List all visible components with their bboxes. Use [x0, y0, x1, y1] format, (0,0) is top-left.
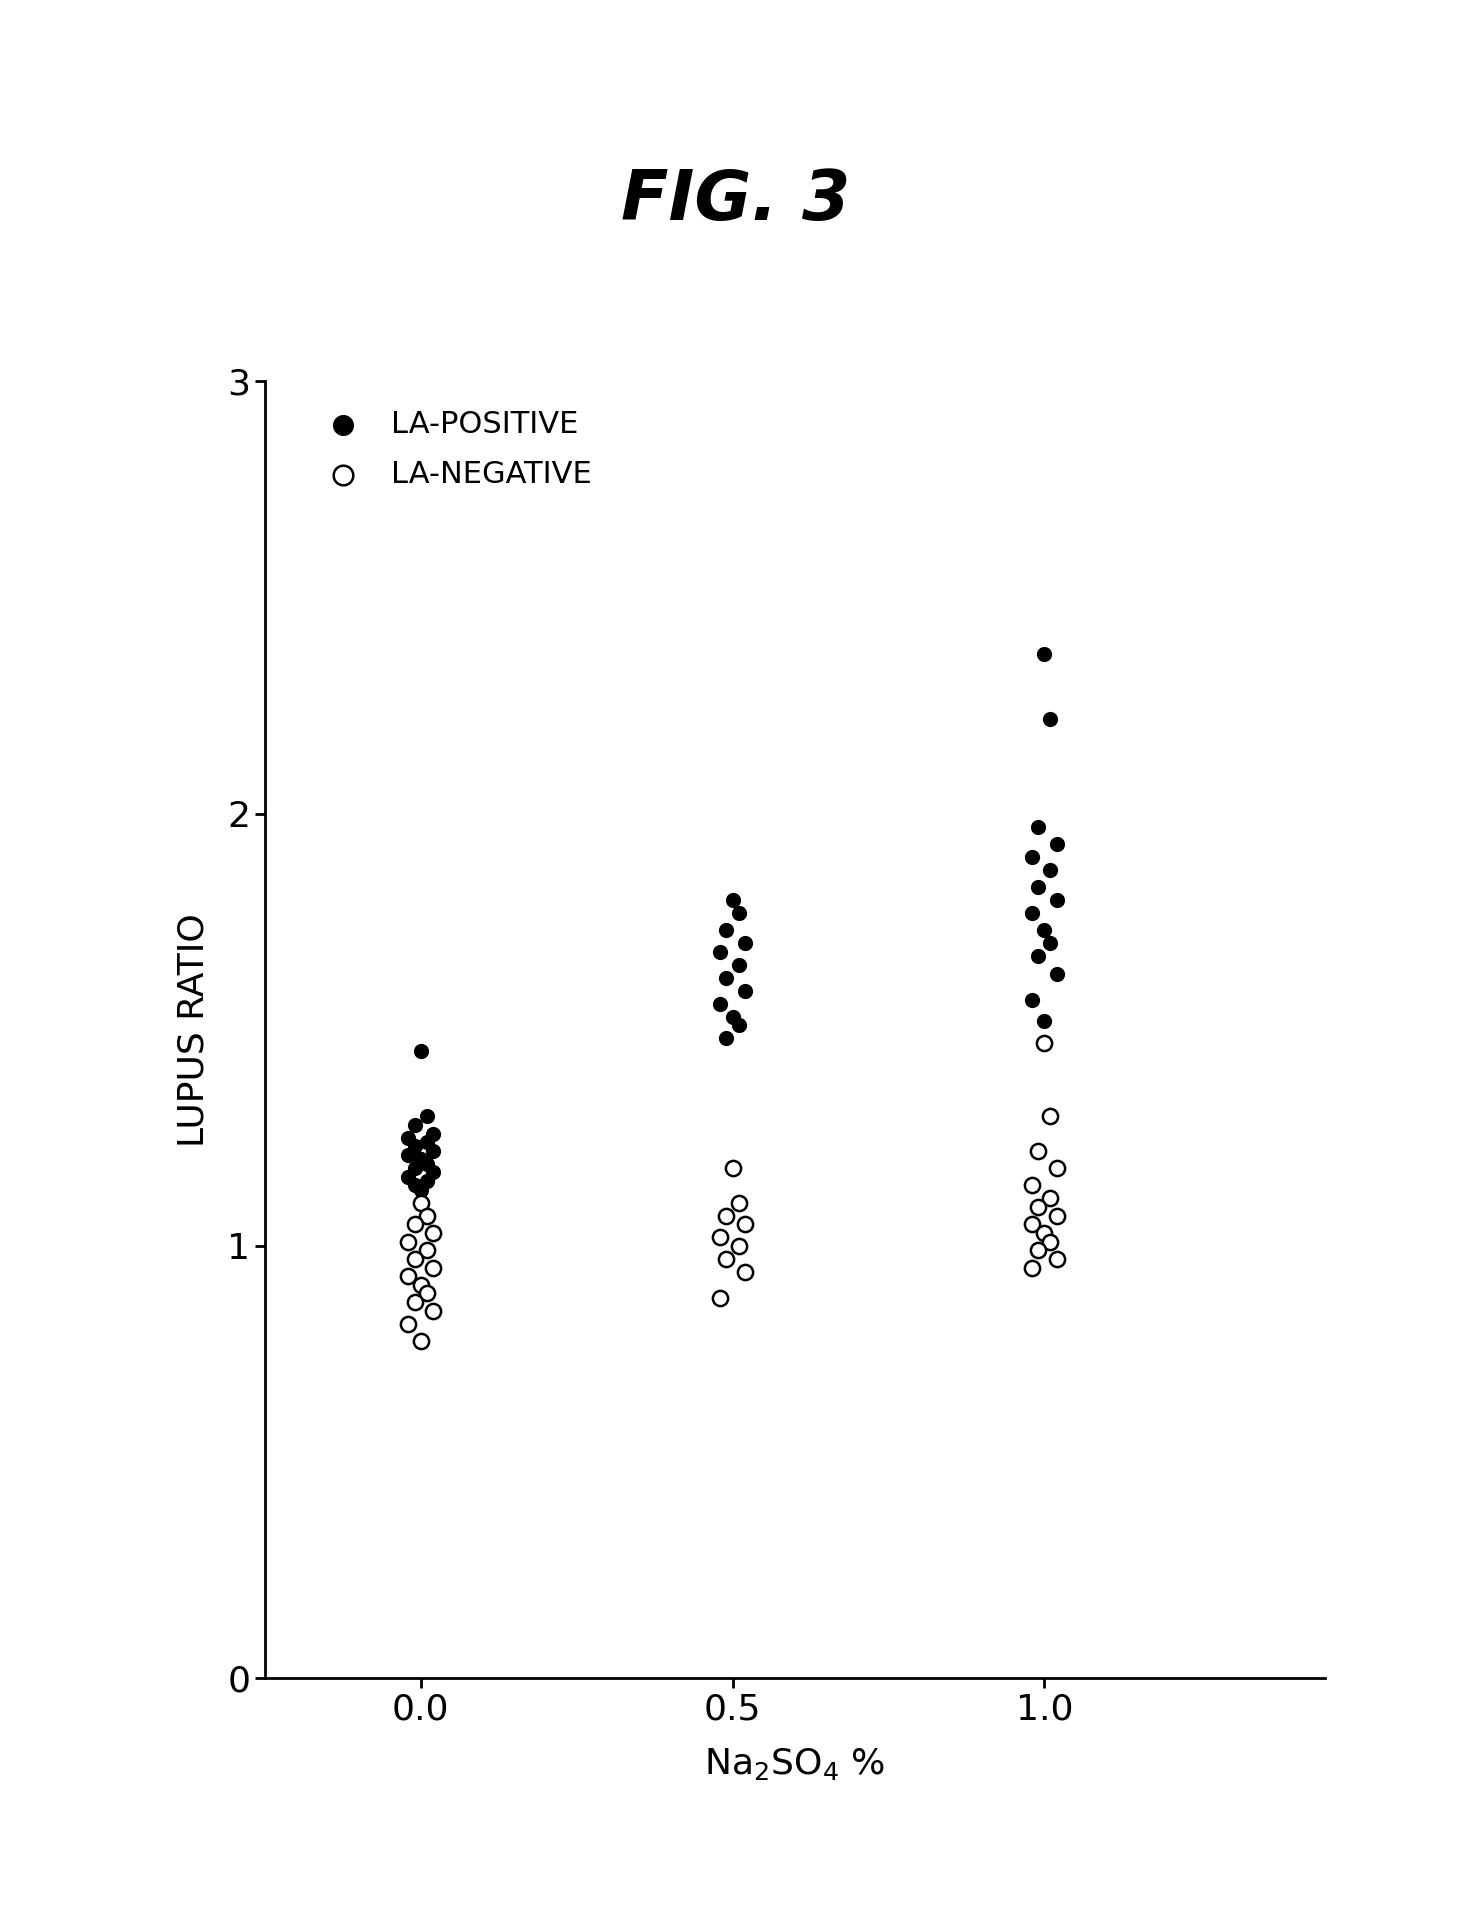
Point	[1045, 1243, 1069, 1274]
Point	[1039, 1226, 1063, 1257]
Point	[1020, 1209, 1044, 1240]
Point	[708, 1283, 732, 1314]
Point	[714, 1243, 737, 1274]
Point	[714, 963, 737, 994]
Point	[727, 1188, 751, 1219]
Point	[396, 1161, 420, 1192]
Point	[1026, 810, 1050, 841]
Point	[403, 1209, 427, 1240]
Point	[721, 1001, 745, 1032]
Point	[714, 1024, 737, 1055]
Point	[403, 1171, 427, 1201]
Point	[708, 988, 732, 1018]
Point	[1032, 639, 1055, 669]
Point	[721, 885, 745, 915]
Text: Na$_2$SO$_4$ %: Na$_2$SO$_4$ %	[704, 1747, 886, 1781]
Point	[1020, 898, 1044, 929]
Point	[396, 1140, 420, 1171]
Point	[1026, 1192, 1050, 1222]
Point	[1032, 1005, 1055, 1036]
Point	[415, 1278, 439, 1308]
Point	[409, 1144, 433, 1175]
Point	[409, 1188, 433, 1219]
Point	[1039, 854, 1063, 885]
Point	[415, 1200, 439, 1230]
Point	[1032, 1028, 1055, 1058]
Point	[733, 1209, 757, 1240]
Point	[714, 915, 737, 946]
Point	[1032, 915, 1055, 946]
Point	[1020, 1171, 1044, 1201]
Point	[421, 1219, 445, 1249]
Point	[1039, 704, 1063, 734]
Point	[1045, 959, 1069, 990]
Point	[421, 1118, 445, 1148]
Point	[396, 1123, 420, 1154]
Point	[1045, 830, 1069, 860]
Point	[403, 1243, 427, 1274]
Point	[1026, 940, 1050, 971]
Point	[1020, 1253, 1044, 1283]
Point	[1032, 1219, 1055, 1249]
Point	[403, 1131, 427, 1161]
Point	[1045, 1200, 1069, 1230]
Point	[421, 1158, 445, 1188]
Point	[1045, 1154, 1069, 1184]
Point	[1045, 885, 1069, 915]
Point	[708, 1222, 732, 1253]
Point	[396, 1261, 420, 1291]
Point	[396, 1308, 420, 1339]
Point	[403, 1154, 427, 1184]
Y-axis label: LUPUS RATIO: LUPUS RATIO	[177, 913, 210, 1146]
Point	[415, 1127, 439, 1158]
Point	[727, 898, 751, 929]
Point	[403, 1110, 427, 1140]
Point	[421, 1295, 445, 1325]
Point	[403, 1287, 427, 1318]
Point	[733, 929, 757, 959]
Point	[409, 1036, 433, 1066]
Point	[733, 976, 757, 1007]
Point	[415, 1236, 439, 1266]
Point	[1026, 1236, 1050, 1266]
Point	[1020, 984, 1044, 1015]
Legend: LA-POSITIVE, LA-NEGATIVE: LA-POSITIVE, LA-NEGATIVE	[312, 410, 592, 488]
Point	[1026, 1135, 1050, 1165]
Point	[1039, 929, 1063, 959]
Point	[1026, 871, 1050, 902]
Point	[415, 1100, 439, 1131]
Point	[415, 1148, 439, 1179]
Point	[409, 1270, 433, 1301]
Point	[721, 1154, 745, 1184]
Point	[415, 1165, 439, 1196]
Point	[708, 936, 732, 967]
Point	[1039, 1182, 1063, 1213]
Point	[727, 1011, 751, 1041]
Point	[1020, 841, 1044, 871]
Point	[421, 1253, 445, 1283]
Point	[727, 1230, 751, 1261]
Point	[1039, 1100, 1063, 1131]
Text: FIG. 3: FIG. 3	[621, 166, 851, 235]
Point	[421, 1135, 445, 1165]
Point	[727, 950, 751, 980]
Point	[409, 1325, 433, 1356]
Point	[733, 1257, 757, 1287]
Point	[409, 1175, 433, 1205]
Point	[396, 1226, 420, 1257]
Point	[714, 1200, 737, 1230]
